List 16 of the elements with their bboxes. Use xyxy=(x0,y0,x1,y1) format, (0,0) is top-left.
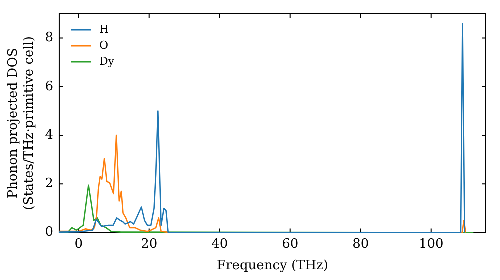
legend-label: Dy xyxy=(99,54,116,68)
y-tick-label: 8 xyxy=(45,30,54,46)
x-tick-label: 0 xyxy=(74,236,83,252)
x-tick-label: 80 xyxy=(352,236,370,252)
x-axis-title: Frequency (THz) xyxy=(217,258,328,274)
legend-label: O xyxy=(99,38,108,52)
y-tick-label: 2 xyxy=(45,176,54,192)
x-tick-label: 20 xyxy=(141,236,158,252)
y-axis-title: Phonon projected DOS (States/THz·primitive cell) xyxy=(6,36,37,210)
y-tick-label: 6 xyxy=(45,79,54,94)
x-tick-label: 100 xyxy=(418,236,444,252)
y-tick-label: 0 xyxy=(45,225,54,240)
legend-label: H xyxy=(99,22,110,36)
x-tick-label: 40 xyxy=(212,236,228,252)
x-tick-label: 60 xyxy=(282,236,299,252)
y-tick-label: 4 xyxy=(45,128,54,143)
